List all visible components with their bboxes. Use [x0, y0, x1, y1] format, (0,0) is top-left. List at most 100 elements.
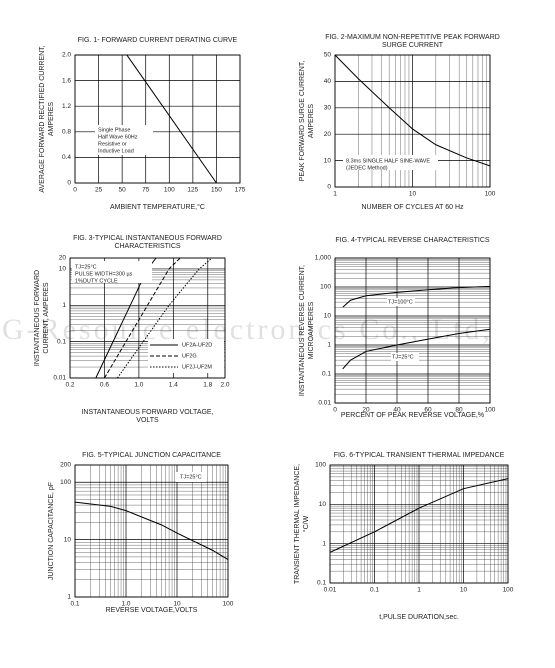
- chart-title: FIG. 2-MAXIMUM NON-REPETITIVE PEAK FORWA…: [325, 34, 500, 41]
- x-tick-label: 0: [73, 187, 77, 194]
- annotation: PULSE WIDTH=300 µs: [75, 271, 133, 277]
- y-tick-label: 0.01: [53, 375, 66, 382]
- x-tick-label: 100: [223, 601, 234, 608]
- y-axis-label: AVERAGE FORWARD RECTIFIED CURRENT,: [39, 45, 46, 192]
- x-axis-label: t,PULSE DURATION,sec.: [379, 614, 459, 621]
- x-tick-label: 100: [503, 587, 514, 594]
- legend-label: UF2A-UF2D: [182, 342, 212, 348]
- watermark: G-Resource electronics Co., Ltd,: [2, 313, 493, 346]
- series-line: [116, 257, 213, 379]
- x-tick-label: 60: [424, 407, 432, 414]
- legend-label: UF2J-UF2M: [182, 364, 212, 370]
- legend-label: UF2G: [182, 353, 197, 359]
- chart-title: FIG. 3-TYPICAL INSTANTANEOUS FORWARD: [73, 235, 222, 242]
- y-tick-label: 2.0: [62, 52, 71, 59]
- annotation: Resistive or: [98, 141, 127, 147]
- y-tick-label: 0: [67, 180, 71, 187]
- x-tick-label: 1: [333, 191, 337, 198]
- x-tick-label: 100: [164, 187, 175, 194]
- x-tick-label: 75: [142, 187, 150, 194]
- annotation: TJ=25°C: [180, 474, 202, 480]
- annotation: (JEDEC Method): [346, 165, 388, 171]
- series-tag-box: [391, 353, 419, 361]
- x-tick-label: 1.0: [134, 382, 143, 389]
- annotation-box: [72, 261, 152, 283]
- series-tag: TJ=100°C: [388, 299, 413, 305]
- y-tick-label: 20: [59, 255, 67, 262]
- x-tick-label: 2.0: [220, 382, 229, 389]
- y-axis-label: INSTANTANEOUS FORWARD: [34, 270, 41, 366]
- y-tick-label: 20: [324, 131, 332, 138]
- x-axis-label: VOLTS: [136, 417, 159, 424]
- annotation: 8.3ms SINGLE HALF SINE-WAVE: [346, 158, 430, 164]
- y-axis-label: °C/W: [302, 515, 310, 532]
- chart-title: FIG. 5-TYPICAL JUNCTION CAPACITANCE: [82, 452, 221, 459]
- y-tick-label: 0: [327, 184, 331, 191]
- y-axis-label: AMPERES: [308, 104, 315, 139]
- chart-title: FIG. 1- FORWARD CURRENT DERATING CURVE: [78, 37, 238, 44]
- x-tick-label: 150: [211, 187, 222, 194]
- x-tick-label: 50: [119, 187, 127, 194]
- y-tick-label: 100: [315, 462, 326, 469]
- x-tick-label: 0.1: [70, 601, 79, 608]
- x-tick-label: 175: [235, 187, 246, 194]
- y-tick-label: 10: [324, 157, 332, 164]
- x-axis-label: REVERSE VOLTAGE,VOLTS: [106, 607, 198, 614]
- x-tick-label: 100: [485, 407, 496, 414]
- chart: 0 25 50 75 100 125 150 175 0 0.4 0.8 1.2 1.6 2.0 FIG. …: [39, 37, 246, 211]
- chart: 0.2 0.6 1.0 1.4 1.8 2.0 0.01 0.1 1 10 20 FIG. 3-TYP…: [34, 235, 230, 424]
- series-tag-box: [387, 298, 415, 306]
- x-tick-label: 1.8: [203, 382, 212, 389]
- x-tick-label: 25: [95, 187, 103, 194]
- y-tick-label: 0.1: [317, 580, 326, 587]
- series-line: [75, 54, 217, 184]
- y-tick-label: 50: [324, 52, 332, 59]
- x-tick-label: 10: [409, 191, 417, 198]
- x-tick-label: 10: [460, 587, 468, 594]
- y-tick-label: 0.1: [322, 371, 331, 378]
- x-tick-label: 40: [393, 407, 401, 414]
- y-tick-label: 0.4: [62, 154, 71, 161]
- x-axis-label: AMBIENT TEMPERATURE,°C: [110, 203, 205, 211]
- chart-title: FIG. 4-TYPICAL REVERSE CHARACTERISTICS: [335, 237, 489, 244]
- y-tick-label: 100: [60, 479, 71, 486]
- x-tick-label: 125: [187, 187, 198, 194]
- plot-area: [334, 257, 491, 404]
- y-tick-label: 0.1: [57, 338, 66, 345]
- x-tick-label: 80: [455, 407, 463, 414]
- x-tick-label: 10: [173, 601, 181, 608]
- x-tick-label: 1: [417, 587, 421, 594]
- x-axis-label: PERCENT OF PEAK REVERSE VOLTAGE,%: [341, 412, 484, 419]
- annotation: 1%DUTY CYCLE: [75, 278, 118, 284]
- y-tick-label: 10: [64, 536, 72, 543]
- y-tick-label: 1.6: [62, 77, 71, 84]
- x-tick-label: 20: [362, 407, 370, 414]
- y-tick-label: 1.2: [62, 103, 71, 110]
- y-tick-label: 100: [320, 284, 331, 291]
- y-axis-label: INSTANTANEOUS REVERSE CURRENT,: [299, 265, 306, 396]
- x-tick-label: 1.4: [169, 382, 178, 389]
- y-axis-label: MICROAMPERES: [308, 301, 315, 359]
- y-axis-label: PEAK FORWARD SURGE CURRENT,: [299, 61, 306, 182]
- y-tick-label: 1: [67, 594, 71, 601]
- y-tick-label: 30: [324, 105, 332, 112]
- chart: 0 20 40 60 80 100 0.01 0.1 1 10 100 1,000 FIG. 4-TYP…: [299, 237, 496, 419]
- chart-title: CHARACTERISTICS: [114, 243, 180, 250]
- y-axis-label: AMPERES: [48, 102, 55, 137]
- series-line: [104, 257, 181, 379]
- y-tick-label: 1: [327, 342, 331, 349]
- x-tick-label: 0.6: [100, 382, 109, 389]
- annotation-box: [176, 472, 206, 482]
- x-tick-label: 0.2: [65, 382, 74, 389]
- chart-title: FIG. 6-TYPICAL TRANSIENT THERMAL IMPEDAN…: [334, 452, 505, 459]
- annotation: Single Phase: [98, 127, 130, 133]
- series-line: [342, 328, 491, 370]
- y-axis-label: JUNCTION CAPACITANCE, pF: [48, 482, 55, 580]
- series-line: [334, 54, 491, 167]
- annotation: TJ=25°C: [75, 264, 97, 270]
- x-axis-label: INSTANTANEOUS FORWARD VOLTAGE,: [81, 409, 213, 416]
- y-axis-label: CURRENT, AMPERES: [43, 282, 50, 354]
- x-tick-label: 0.01: [324, 587, 337, 594]
- y-tick-label: 10: [59, 266, 67, 273]
- y-tick-label: 40: [324, 78, 332, 85]
